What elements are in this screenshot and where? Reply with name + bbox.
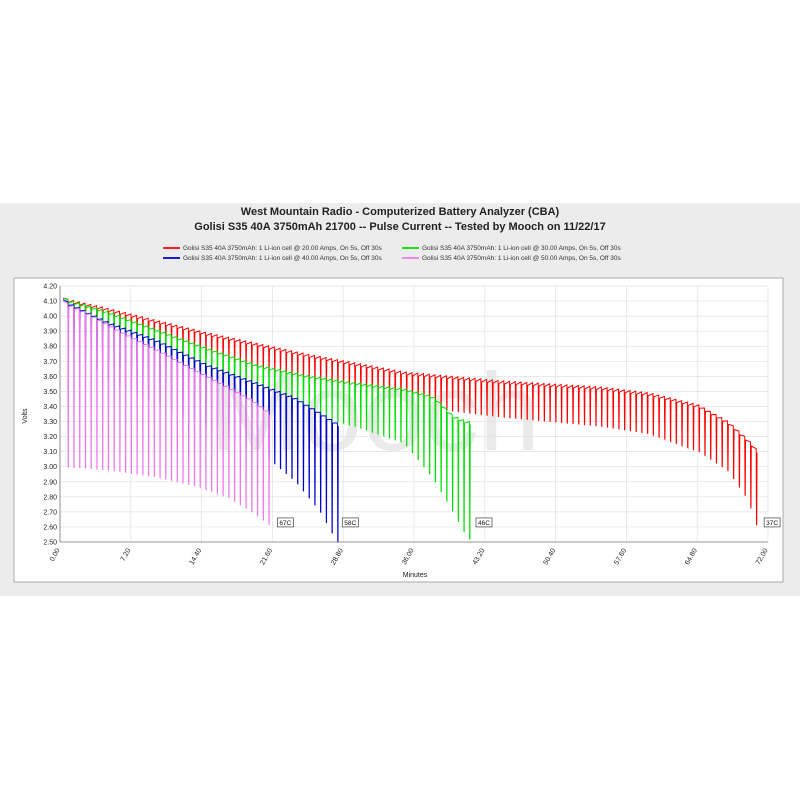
y-tick-label: 3.60 — [43, 374, 57, 381]
y-tick-label: 2.50 — [43, 540, 57, 547]
legend: Golisi S35 40A 3750mAh: 1 Li-ion cell @ … — [163, 245, 621, 262]
legend-entry: Golisi S35 40A 3750mAh: 1 Li-ion cell @ … — [183, 255, 382, 262]
y-tick-label: 3.50 — [43, 389, 57, 396]
y-tick-label: 3.00 — [43, 464, 57, 471]
end-label-box — [475, 517, 493, 528]
end-label: 46C — [478, 520, 490, 527]
end-label-box — [341, 517, 359, 528]
legend-entry: Golisi S35 40A 3750mAh: 1 Li-ion cell @ … — [422, 255, 621, 262]
chart-panel: West Mountain Radio - Computerized Batte… — [0, 203, 800, 596]
end-label: 37C — [766, 520, 778, 527]
y-tick-label: 4.00 — [43, 314, 57, 321]
chart-subtitle: Golisi S35 40A 3750mAh 21700 -- Pulse Cu… — [194, 221, 605, 233]
y-axis: 2.50 2.60 2.70 2.80 2.90 3.00 3.10 3.20 3.30 3.40… — [43, 284, 61, 547]
y-tick-label: 3.90 — [43, 329, 57, 336]
end-label-box — [277, 517, 294, 528]
series-layer — [62, 297, 758, 543]
y-tick-label: 4.20 — [43, 284, 57, 291]
x-axis-label: Minutes — [403, 572, 428, 579]
end-label: 58C — [344, 520, 356, 527]
y-tick-label: 2.70 — [43, 509, 57, 516]
end-label: 67C — [279, 520, 291, 527]
y-tick-label: 2.80 — [43, 494, 57, 501]
series-line-3 — [62, 299, 339, 543]
chart-title: West Mountain Radio - Computerized Batte… — [241, 206, 560, 218]
y-axis-label: Volts — [22, 408, 29, 424]
y-tick-label: 3.40 — [43, 404, 57, 411]
y-tick-label: 2.90 — [43, 479, 57, 486]
y-tick-label: 2.60 — [43, 524, 57, 531]
series-line-4 — [62, 300, 270, 525]
watermark: Mooch — [210, 351, 540, 474]
y-tick-label: 3.10 — [43, 449, 57, 456]
legend-entry: Golisi S35 40A 3750mAh: 1 Li-ion cell @ … — [183, 245, 382, 252]
end-label-box — [763, 517, 781, 528]
y-tick-label: 3.70 — [43, 359, 57, 366]
y-tick-label: 3.30 — [43, 419, 57, 426]
legend-entry: Golisi S35 40A 3750mAh: 1 Li-ion cell @ … — [422, 245, 621, 252]
chart: West Mountain Radio - Computerized Batte… — [13, 206, 784, 583]
end-labels: 37C 46C 58C 67C — [277, 517, 781, 528]
y-tick-label: 3.20 — [43, 434, 57, 441]
y-tick-label: 4.10 — [43, 299, 57, 306]
y-tick-label: 3.80 — [43, 344, 57, 351]
